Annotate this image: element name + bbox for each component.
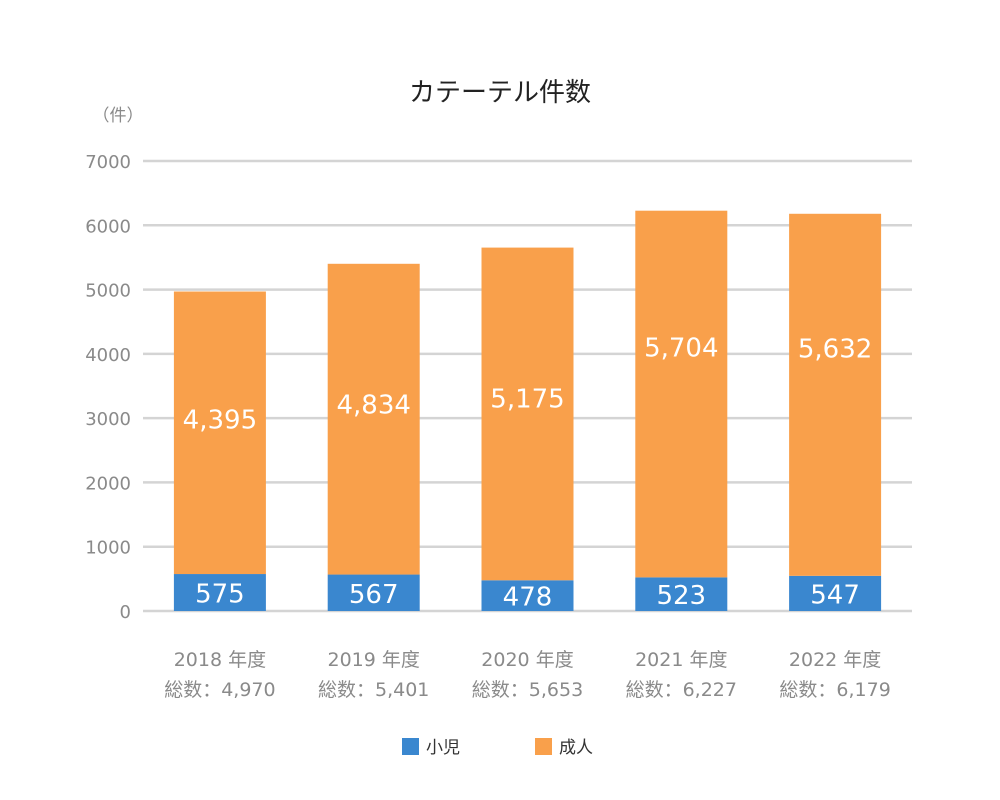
y-tick-label-6000: 6000 — [85, 216, 131, 237]
y-tick-label-1000: 1000 — [85, 538, 131, 559]
bar-小児-0 — [173, 574, 266, 611]
data-label-小児-4: 547 — [810, 580, 860, 610]
bar-小児-1 — [327, 574, 420, 611]
data-label-小児-1: 567 — [349, 580, 399, 610]
x-category-label-3: 2021 年度 — [635, 649, 727, 671]
y-tick-label-2000: 2000 — [85, 473, 131, 494]
legend-swatch-小児 — [402, 738, 419, 755]
y-tick-label-7000: 7000 — [85, 152, 131, 173]
data-label-成人-4: 5,632 — [798, 335, 872, 365]
legend: 小児 成人 — [402, 738, 593, 758]
x-category-label-0: 2018 年度 — [174, 649, 266, 671]
legend-label-成人: 成人 — [559, 738, 593, 758]
y-tick-label-0: 0 — [120, 602, 131, 623]
bar-成人-0 — [173, 291, 266, 575]
bar-成人-2 — [481, 247, 574, 581]
legend-swatch-成人 — [535, 738, 552, 755]
x-total-label-4: 総数：6,179 — [779, 679, 890, 701]
x-total-label-1: 総数：5,401 — [318, 679, 429, 701]
y-tick-label-5000: 5000 — [85, 281, 131, 302]
bar-小児-2 — [481, 580, 574, 611]
chart-title: カテーテル件数 — [409, 78, 591, 108]
x-total-label-0: 総数：4,970 — [164, 679, 275, 701]
data-label-小児-2: 478 — [503, 583, 553, 613]
bar-小児-3 — [635, 577, 728, 611]
data-label-成人-3: 5,704 — [644, 333, 718, 363]
x-category-label-4: 2022 年度 — [789, 649, 881, 671]
data-label-成人-1: 4,834 — [336, 391, 410, 421]
y-axis-ticks: 0 1000 2000 3000 4000 5000 6000 7000 — [85, 152, 131, 623]
data-label-成人-0: 4,395 — [183, 406, 257, 436]
bar-小児-4 — [789, 575, 882, 611]
legend-label-小児: 小児 — [426, 738, 460, 758]
x-total-label-3: 総数：6,227 — [626, 679, 737, 701]
data-label-小児-0: 575 — [195, 580, 245, 610]
data-label-小児-3: 523 — [656, 581, 706, 611]
y-axis-unit-label: （件） — [93, 106, 144, 126]
x-category-label-2: 2020 年度 — [481, 649, 573, 671]
bar-成人-1 — [327, 263, 420, 575]
bars: 575 4,395 567 4,834 478 5,175 523 5,704 547 5,632 — [173, 210, 882, 613]
data-label-成人-2: 5,175 — [490, 384, 564, 414]
y-tick-label-4000: 4000 — [85, 345, 131, 366]
y-tick-label-3000: 3000 — [85, 409, 131, 430]
x-total-label-2: 総数：5,653 — [472, 679, 583, 701]
bar-成人-3 — [635, 210, 728, 578]
bar-成人-4 — [789, 213, 882, 576]
x-category-label-1: 2019 年度 — [327, 649, 419, 671]
